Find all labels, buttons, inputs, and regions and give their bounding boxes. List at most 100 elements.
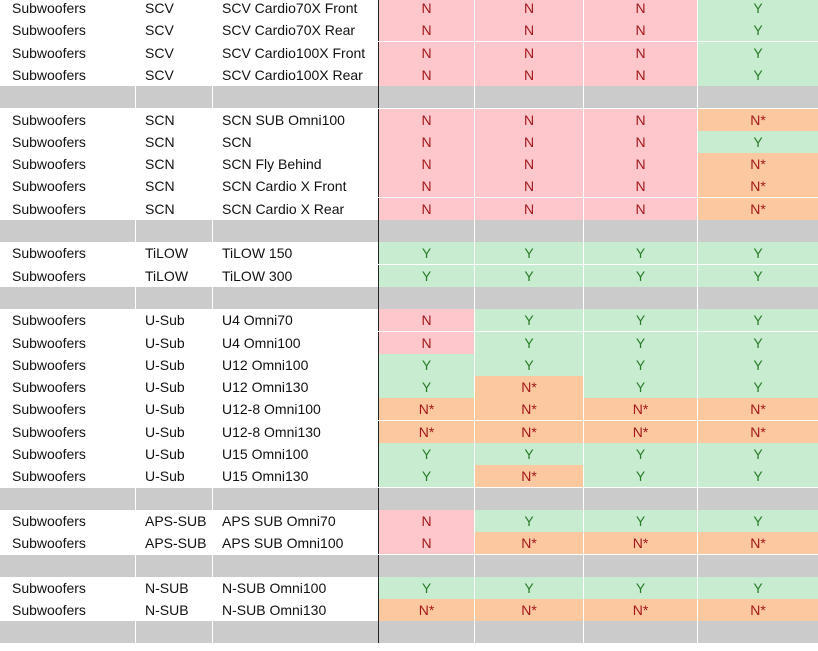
model-cell: SCV Cardio100X Rear <box>222 66 363 83</box>
series-cell: SCN <box>145 133 175 150</box>
table-row: Subwoofers U-Sub U12-8 Omni100 N* N* N* N* <box>0 398 818 421</box>
separator-cell <box>212 86 378 109</box>
table-row: Subwoofers U-Sub U4 Omni70 N Y Y Y <box>0 309 818 332</box>
compat-cell-1: N <box>378 19 474 42</box>
category-cell: Subwoofers <box>12 0 86 16</box>
compat-cell-2: Y <box>474 576 583 599</box>
separator-cell <box>697 286 818 309</box>
compat-cell-4: Y <box>697 242 818 265</box>
series-cell: N-SUB <box>145 579 189 596</box>
model-cell: U12-8 Omni130 <box>222 423 321 440</box>
category-cell: Subwoofers <box>12 512 86 529</box>
compat-cell-4: Y <box>697 331 818 354</box>
separator-cell <box>0 487 135 510</box>
model-cell: SCN <box>222 133 252 150</box>
compat-cell-3: Y <box>583 576 697 599</box>
category-cell: Subwoofers <box>12 267 86 284</box>
separator-cell <box>697 487 818 510</box>
table-row: Subwoofers TiLOW TiLOW 300 Y Y Y Y <box>0 264 818 287</box>
model-cell: N-SUB Omni100 <box>222 579 327 596</box>
compat-cell-4: Y <box>697 264 818 287</box>
series-cell: U-Sub <box>145 423 185 440</box>
separator-cell <box>0 286 135 309</box>
model-cell: SCV Cardio70X Front <box>222 0 358 16</box>
compat-cell-2: N* <box>474 599 583 622</box>
separator-cell <box>212 554 378 577</box>
compat-cell-3: N <box>583 108 697 131</box>
table-row: Subwoofers TiLOW TiLOW 150 Y Y Y Y <box>0 242 818 265</box>
category-cell: Subwoofers <box>12 468 86 485</box>
separator-cell <box>0 554 135 577</box>
compat-cell-2: N <box>474 130 583 153</box>
compat-cell-3: N* <box>583 398 697 421</box>
separator-cell <box>583 86 697 109</box>
group-separator-row <box>0 487 818 510</box>
model-cell: SCV Cardio100X Front <box>222 44 366 61</box>
compat-cell-3: Y <box>583 331 697 354</box>
compat-cell-1: N <box>378 309 474 332</box>
model-cell: SCN SUB Omni100 <box>222 111 345 128</box>
series-cell: TiLOW <box>145 267 189 284</box>
separator-cell <box>135 286 212 309</box>
series-cell: U-Sub <box>145 334 185 351</box>
compat-cell-4: N* <box>697 153 818 176</box>
compat-cell-3: Y <box>583 242 697 265</box>
compat-cell-3: N* <box>583 420 697 443</box>
compat-cell-2: Y <box>474 264 583 287</box>
compat-cell-1: N <box>378 331 474 354</box>
table-row: Subwoofers U-Sub U12 Omni130 Y N* Y Y <box>0 376 818 399</box>
separator-cell <box>135 554 212 577</box>
separator-cell <box>474 286 583 309</box>
separator-cell <box>135 220 212 242</box>
separator-cell <box>697 621 818 644</box>
series-cell: SCN <box>145 178 175 195</box>
compat-cell-3: Y <box>583 264 697 287</box>
model-cell: U12-8 Omni100 <box>222 401 321 418</box>
compat-cell-4: Y <box>697 509 818 532</box>
category-cell: Subwoofers <box>12 245 86 262</box>
compat-cell-3: N <box>583 153 697 176</box>
group-separator-row <box>0 621 818 644</box>
compat-cell-2: Y <box>474 331 583 354</box>
table-row: Subwoofers APS-SUB APS SUB Omni70 N Y Y Y <box>0 509 818 532</box>
compat-cell-4: Y <box>697 41 818 64</box>
category-cell: Subwoofers <box>12 133 86 150</box>
compat-cell-1: Y <box>378 353 474 376</box>
series-cell: SCV <box>145 44 174 61</box>
category-cell: Subwoofers <box>12 178 86 195</box>
category-cell: Subwoofers <box>12 401 86 418</box>
compat-cell-4: Y <box>697 19 818 42</box>
separator-cell <box>378 86 474 109</box>
separator-cell <box>378 621 474 644</box>
compat-cell-4: N* <box>697 175 818 198</box>
model-cell: APS SUB Omni100 <box>222 535 344 552</box>
category-cell: Subwoofers <box>12 111 86 128</box>
compat-cell-2: N <box>474 41 583 64</box>
separator-cell <box>697 86 818 109</box>
category-cell: Subwoofers <box>12 200 86 217</box>
category-cell: Subwoofers <box>12 602 86 619</box>
category-cell: Subwoofers <box>12 379 86 396</box>
compat-cell-4: N* <box>697 197 818 220</box>
category-cell: Subwoofers <box>12 312 86 329</box>
category-cell: Subwoofers <box>12 156 86 173</box>
compat-cell-3: N <box>583 197 697 220</box>
separator-cell <box>135 621 212 644</box>
series-cell: APS-SUB <box>145 535 207 552</box>
compat-cell-2: Y <box>474 242 583 265</box>
compat-cell-4: N* <box>697 532 818 555</box>
compat-cell-3: Y <box>583 443 697 465</box>
separator-cell <box>474 220 583 242</box>
compat-cell-3: Y <box>583 509 697 532</box>
compat-cell-3: N* <box>583 599 697 622</box>
compat-cell-1: Y <box>378 443 474 465</box>
category-cell: Subwoofers <box>12 66 86 83</box>
compat-cell-2: N* <box>474 420 583 443</box>
table-row: Subwoofers U-Sub U12-8 Omni130 N* N* N* N* <box>0 420 818 443</box>
separator-cell <box>212 487 378 510</box>
compat-cell-3: N <box>583 175 697 198</box>
separator-cell <box>212 220 378 242</box>
table-row: Subwoofers APS-SUB APS SUB Omni100 N N* N* N* <box>0 532 818 555</box>
compat-cell-4: N* <box>697 108 818 131</box>
compat-cell-3: Y <box>583 465 697 488</box>
